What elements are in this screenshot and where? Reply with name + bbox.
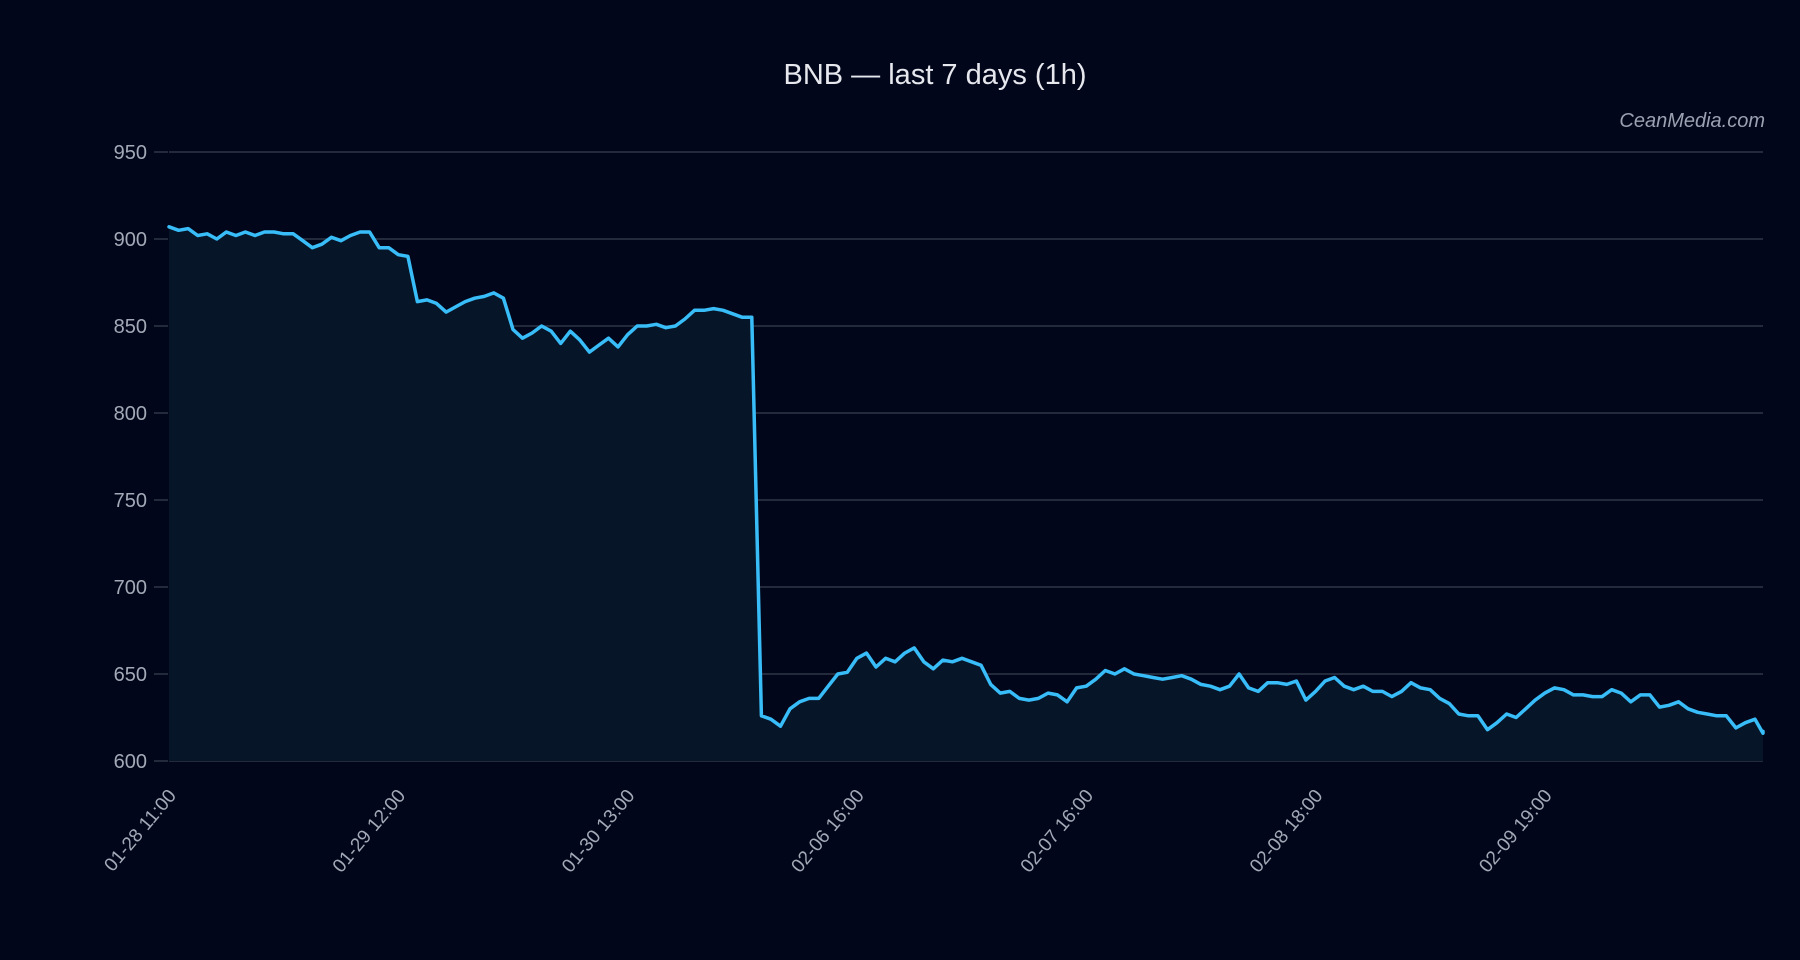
x-tick-label: 02-08 18:00 [1246,786,1327,877]
x-tick-label: 01-30 13:00 [558,786,639,877]
y-tick-label: 600 [114,751,147,773]
x-axis: 01-28 11:00 01-29 12:00 01-30 13:00 02-06 1… [100,786,1556,877]
y-tick-label: 750 [114,490,147,512]
y-tick-label: 900 [114,229,147,251]
y-axis: 600 650 700 750 800 850 900 950 [114,142,168,773]
y-tick-label: 800 [114,403,147,425]
x-tick-label: 01-28 11:00 [100,786,180,876]
y-tick-label: 650 [114,664,147,686]
price-line [167,225,1765,735]
x-tick-label: 02-07 16:00 [1017,786,1098,877]
y-tick-label: 950 [114,142,147,164]
y-tick-label: 850 [114,316,147,338]
x-tick-label: 01-29 12:00 [329,786,410,877]
watermark: CeanMedia.com [1619,110,1765,132]
x-tick-label: 02-09 19:00 [1475,786,1556,877]
area-fill [169,226,1763,762]
y-tick-label: 700 [114,577,147,599]
x-tick-label: 02-06 16:00 [787,786,868,877]
chart-title: BNB — last 7 days (1h) [784,59,1087,91]
